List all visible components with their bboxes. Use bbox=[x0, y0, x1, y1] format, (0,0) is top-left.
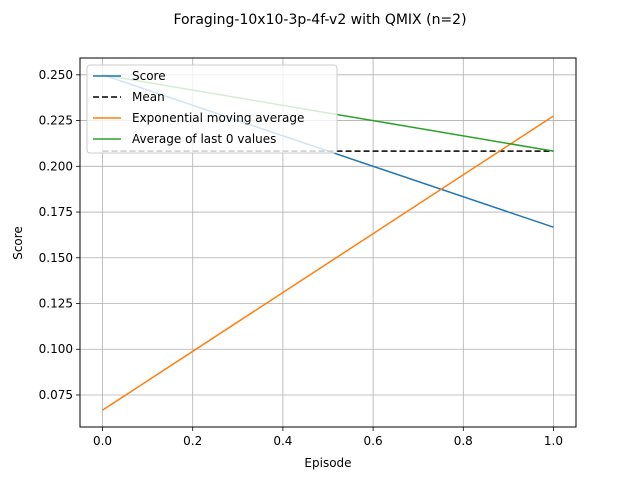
y-tick-label: 0.175 bbox=[39, 205, 73, 219]
y-tick-label: 0.075 bbox=[39, 388, 73, 402]
y-tick-label: 0.125 bbox=[39, 297, 73, 311]
legend-label: Average of last 0 values bbox=[132, 132, 276, 146]
legend-label: Score bbox=[132, 69, 166, 83]
x-tick-label: 0.2 bbox=[183, 434, 202, 448]
y-tick-label: 0.200 bbox=[39, 159, 73, 173]
chart-title: Foraging-10x10-3p-4f-v2 with QMIX (n=2) bbox=[173, 12, 466, 28]
x-axis-label: Episode bbox=[304, 456, 351, 470]
legend: Score Mean Exponential moving average Avera… bbox=[86, 64, 338, 154]
ticks: 0.0 0.2 0.4 0.6 0.8 1.0 0.075 0.100 0.125 0.150 0.… bbox=[39, 68, 563, 448]
legend-label: Exponential moving average bbox=[132, 111, 304, 125]
y-tick-label: 0.150 bbox=[39, 251, 73, 265]
x-tick-label: 0.6 bbox=[364, 434, 383, 448]
y-axis-label: Score bbox=[11, 226, 25, 260]
x-tick-label: 1.0 bbox=[544, 434, 563, 448]
y-tick-label: 0.225 bbox=[39, 114, 73, 128]
x-tick-label: 0.8 bbox=[454, 434, 473, 448]
plot-frame bbox=[79, 57, 577, 428]
legend-box bbox=[86, 64, 338, 154]
y-tick-label: 0.250 bbox=[39, 68, 73, 82]
x-tick-label: 0.4 bbox=[273, 434, 292, 448]
legend-label: Mean bbox=[132, 90, 165, 104]
x-tick-label: 0.0 bbox=[93, 434, 112, 448]
y-tick-label: 0.100 bbox=[39, 342, 73, 356]
series-line-exponential-moving-average bbox=[102, 115, 554, 411]
